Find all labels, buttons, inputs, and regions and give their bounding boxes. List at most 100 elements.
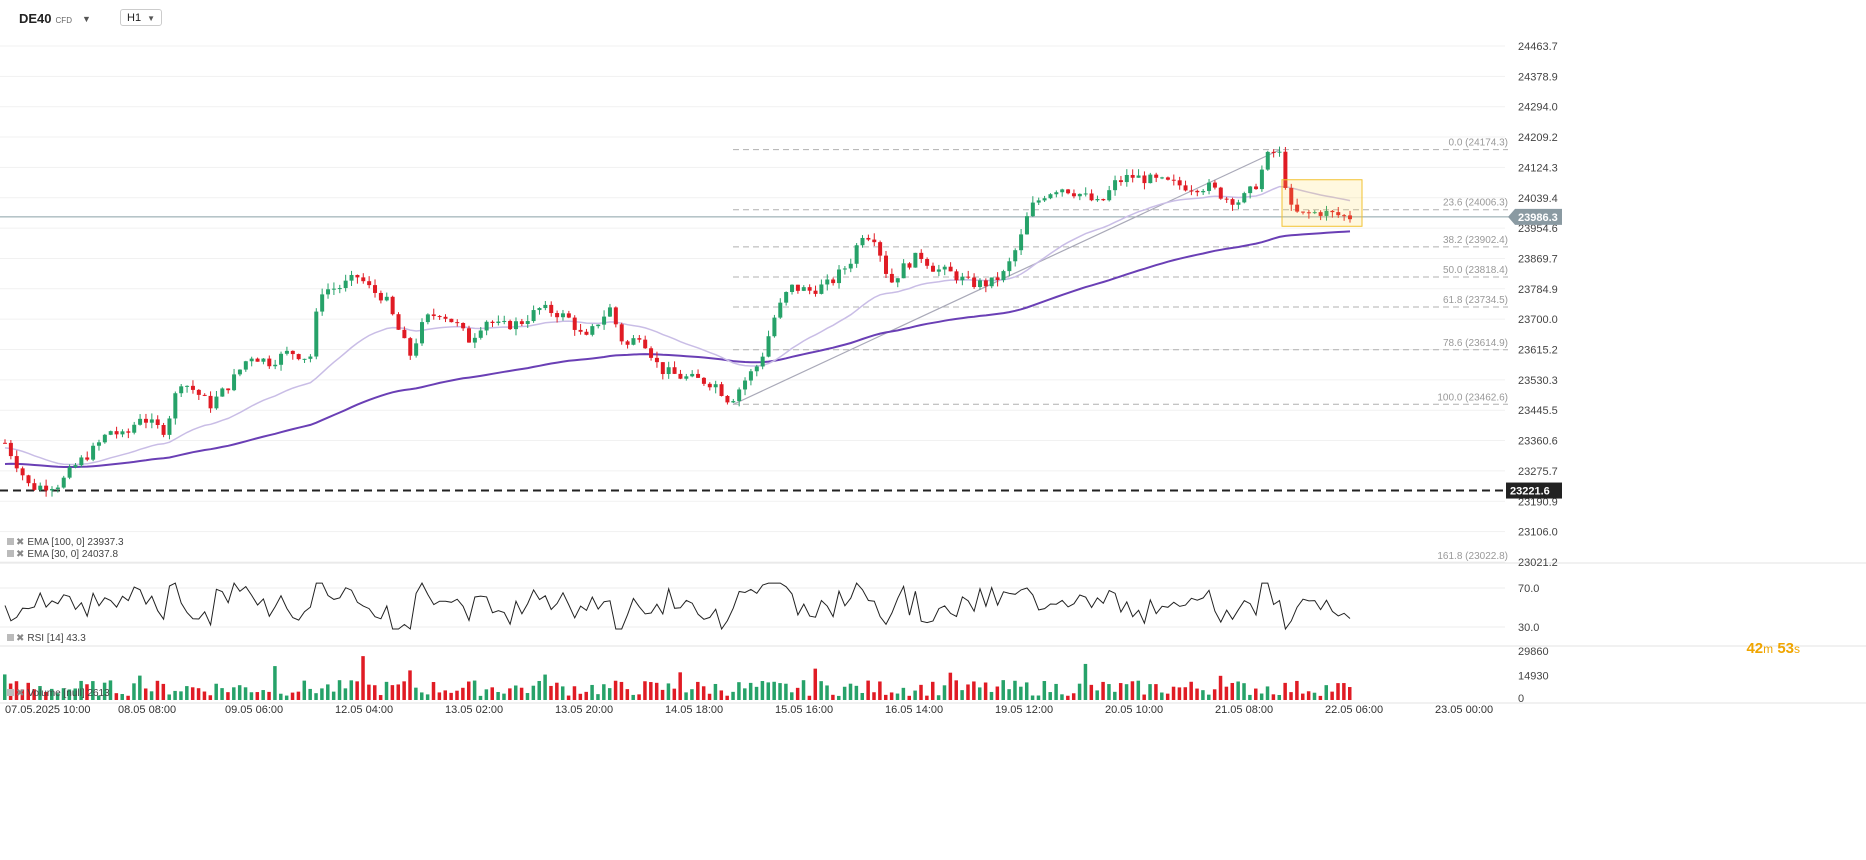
candle-body bbox=[860, 237, 865, 246]
candle-body bbox=[208, 395, 213, 409]
volume-bar bbox=[138, 675, 142, 700]
volume-legend[interactable]: ✖ Volume [null] 2613 bbox=[7, 688, 110, 699]
candle-body bbox=[20, 468, 25, 476]
candle-body bbox=[801, 287, 806, 291]
settings-icon[interactable] bbox=[7, 538, 14, 545]
settings-icon[interactable] bbox=[7, 550, 14, 557]
candle-body bbox=[925, 259, 930, 266]
candle-body bbox=[331, 288, 336, 290]
candle-body bbox=[44, 485, 49, 491]
fib-level-label: 100.0 (23462.6) bbox=[1437, 392, 1508, 403]
rsi-legend[interactable]: ✖ RSI [14] 43.3 bbox=[7, 633, 86, 644]
candle-body bbox=[502, 320, 507, 322]
highlight-rectangle[interactable] bbox=[1281, 179, 1363, 227]
volume-bar bbox=[925, 695, 929, 700]
volume-bar bbox=[373, 685, 377, 700]
candle-body bbox=[1107, 190, 1112, 201]
candle-body bbox=[966, 276, 971, 278]
time-axis[interactable]: 07.05.2025 10:00 08.05 08:00 09.05 06:00 12.… bbox=[5, 704, 1493, 716]
symbol-selector[interactable]: DE40 CFD ▼ bbox=[19, 11, 91, 26]
ema-100-legend[interactable]: ✖ EMA [100, 0] 23937.3 bbox=[7, 537, 124, 548]
candle-body bbox=[1330, 210, 1335, 213]
price-axis-label: 23954.6 bbox=[1518, 223, 1558, 235]
price-axis[interactable]: 24463.7 24378.9 24294.0 24209.2 24124.3 24039… bbox=[1518, 41, 1558, 569]
volume-bar bbox=[801, 680, 806, 700]
volume-bar bbox=[1289, 692, 1293, 700]
volume-bar bbox=[1230, 682, 1235, 700]
candle-body bbox=[155, 419, 160, 426]
candle-body bbox=[602, 316, 607, 325]
volume-bar bbox=[1265, 686, 1270, 700]
volume-bar bbox=[860, 692, 865, 700]
candle-body bbox=[326, 289, 331, 295]
volume-bar bbox=[525, 693, 530, 700]
ema-30-legend[interactable]: ✖ EMA [30, 0] 24037.8 bbox=[7, 549, 118, 560]
candle-body bbox=[508, 320, 513, 330]
volume-bar bbox=[443, 690, 448, 700]
volume-bar bbox=[1183, 687, 1188, 700]
volume-bar bbox=[1248, 694, 1252, 700]
trend-line[interactable] bbox=[732, 149, 1281, 406]
volume-bar bbox=[196, 688, 201, 700]
candle-body bbox=[49, 488, 54, 491]
volume-bar bbox=[1165, 693, 1170, 700]
fibonacci-retracement[interactable]: 0.0 (24174.3) 23.6 (24006.3) 38.2 (23902.4… bbox=[733, 138, 1508, 405]
ema-100-path bbox=[4, 230, 1351, 468]
candle-body bbox=[819, 284, 824, 294]
candle-body bbox=[743, 380, 748, 390]
rsi-axis-label: 70.0 bbox=[1518, 583, 1539, 595]
symbol-name: DE40 bbox=[19, 11, 52, 26]
volume-bar bbox=[1324, 685, 1329, 700]
candle-body bbox=[878, 242, 883, 256]
time-axis-label: 13.05 02:00 bbox=[445, 704, 503, 716]
rsi-panel[interactable]: 70.0 30.0 bbox=[0, 581, 1539, 634]
time-axis-label: 10:00 bbox=[63, 704, 91, 716]
candle-body bbox=[114, 431, 119, 435]
volume-bar bbox=[972, 681, 976, 700]
fib-level-label: 0.0 (24174.3) bbox=[1449, 138, 1509, 149]
time-axis-label: 20.05 10:00 bbox=[1105, 704, 1163, 716]
volume-bar bbox=[61, 688, 66, 700]
candle-body bbox=[302, 358, 307, 360]
candle-body bbox=[343, 280, 348, 289]
timeframe-selector[interactable]: H1 ▼ bbox=[120, 9, 162, 26]
volume-bar bbox=[831, 694, 835, 700]
timer-seconds-unit: s bbox=[1794, 642, 1800, 656]
settings-icon[interactable] bbox=[7, 689, 14, 696]
close-icon[interactable]: ✖ bbox=[16, 633, 25, 644]
volume-bar bbox=[607, 688, 612, 700]
candle-body bbox=[549, 304, 554, 314]
volume-bar bbox=[408, 670, 412, 700]
candle-body bbox=[96, 442, 101, 446]
candle-body bbox=[613, 307, 618, 325]
candle-body bbox=[948, 266, 953, 272]
volume-bar bbox=[1236, 681, 1240, 700]
volume-bar bbox=[872, 692, 876, 700]
volume-bar bbox=[1101, 681, 1105, 700]
volume-bar bbox=[508, 688, 512, 700]
candle-body bbox=[273, 364, 278, 367]
close-icon[interactable]: ✖ bbox=[16, 549, 25, 560]
volume-bar bbox=[1306, 691, 1311, 700]
candle-body bbox=[525, 321, 530, 324]
volume-bar bbox=[96, 695, 101, 700]
volume-bar bbox=[478, 695, 483, 700]
price-axis-label: 23445.5 bbox=[1518, 405, 1558, 417]
close-icon[interactable]: ✖ bbox=[16, 537, 25, 548]
volume-bar bbox=[132, 683, 136, 700]
volume-bar bbox=[625, 689, 630, 700]
volume-bar bbox=[308, 688, 312, 700]
candle-body bbox=[1077, 193, 1082, 197]
candle-body bbox=[531, 310, 536, 322]
settings-icon[interactable] bbox=[7, 634, 14, 641]
volume-bar bbox=[1024, 682, 1029, 700]
volume-panel[interactable]: 29860 14930 0 bbox=[3, 646, 1549, 705]
volume-bar bbox=[1189, 681, 1193, 700]
volume-bar bbox=[1042, 681, 1047, 700]
price-axis-label: 23190.9 bbox=[1518, 496, 1558, 508]
volume-bar bbox=[331, 691, 336, 700]
support-price-label: 23221.6 bbox=[1506, 482, 1562, 499]
volume-bar bbox=[637, 694, 641, 700]
close-icon[interactable]: ✖ bbox=[16, 688, 25, 699]
